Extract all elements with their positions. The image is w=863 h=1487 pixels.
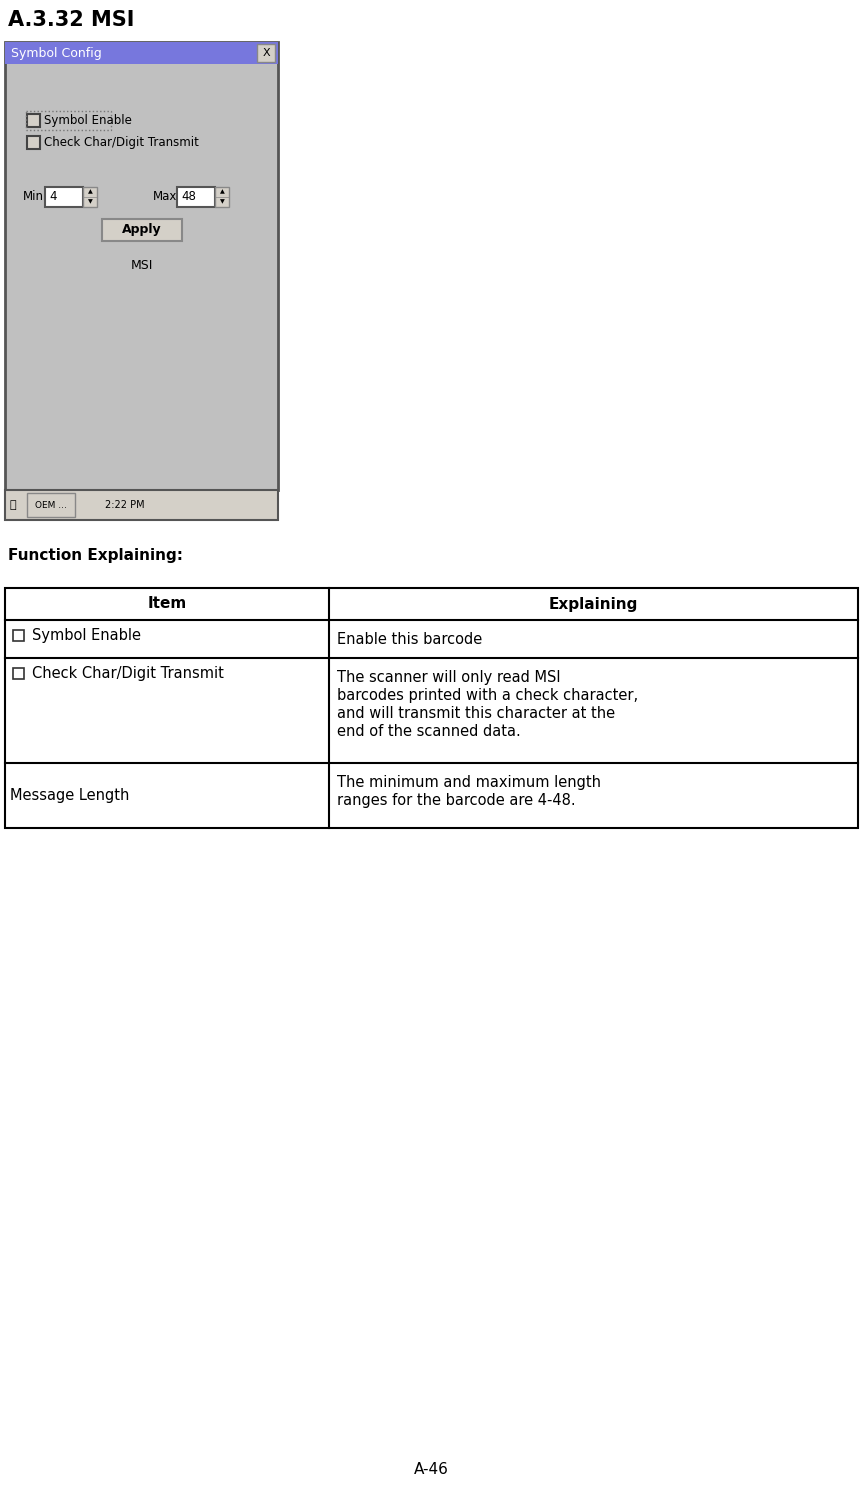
Text: Symbol Enable: Symbol Enable (44, 114, 132, 126)
Text: Check Char/Digit Transmit: Check Char/Digit Transmit (44, 135, 198, 149)
Text: barcodes printed with a check character,: barcodes printed with a check character, (337, 688, 639, 703)
Bar (27, 135, 40, 149)
Bar (5, 42, 278, 64)
Text: Symbol Enable: Symbol Enable (32, 628, 141, 642)
Text: The minimum and maximum length: The minimum and maximum length (337, 775, 602, 790)
Text: Check Char/Digit Transmit: Check Char/Digit Transmit (32, 666, 224, 681)
Text: 48: 48 (181, 190, 196, 204)
Bar (102, 219, 181, 241)
Text: Apply: Apply (122, 223, 161, 236)
Bar (13, 630, 24, 641)
Text: Enable this barcode: Enable this barcode (337, 632, 482, 647)
Text: ranges for the barcode are 4-48.: ranges for the barcode are 4-48. (337, 793, 576, 807)
Text: A.3.32 MSI: A.3.32 MSI (8, 10, 135, 30)
Bar (5, 587, 858, 828)
Text: Symbol Config: Symbol Config (11, 46, 102, 59)
Bar (83, 187, 97, 207)
Bar (177, 187, 215, 207)
Text: and will transmit this character at the: and will transmit this character at the (337, 706, 615, 721)
Text: Min: Min (23, 190, 44, 204)
Text: Message Length: Message Length (10, 788, 129, 803)
Text: 4: 4 (49, 190, 56, 204)
Text: Function Explaining:: Function Explaining: (8, 549, 183, 564)
Text: Max: Max (153, 190, 178, 204)
Bar (257, 45, 275, 62)
Text: Explaining: Explaining (549, 596, 639, 611)
Text: X: X (262, 48, 270, 58)
Text: A-46: A-46 (414, 1462, 449, 1477)
Text: end of the scanned data.: end of the scanned data. (337, 724, 521, 739)
Bar (5, 42, 278, 491)
Bar (215, 187, 229, 207)
Text: Item: Item (148, 596, 186, 611)
Text: OEM ...: OEM ... (35, 501, 67, 510)
Text: 2:22 PM: 2:22 PM (105, 500, 145, 510)
Bar (5, 491, 278, 520)
Text: ▲: ▲ (219, 189, 224, 195)
Bar (27, 114, 40, 126)
Bar (13, 668, 24, 680)
Bar (45, 187, 83, 207)
Bar (26, 112, 111, 129)
Text: ▼: ▼ (219, 199, 224, 205)
Text: 🪟: 🪟 (9, 500, 16, 510)
Text: The scanner will only read MSI: The scanner will only read MSI (337, 671, 561, 686)
Text: ▲: ▲ (88, 189, 92, 195)
Bar (27, 494, 75, 517)
Text: MSI: MSI (130, 259, 153, 272)
Text: ▼: ▼ (88, 199, 92, 205)
